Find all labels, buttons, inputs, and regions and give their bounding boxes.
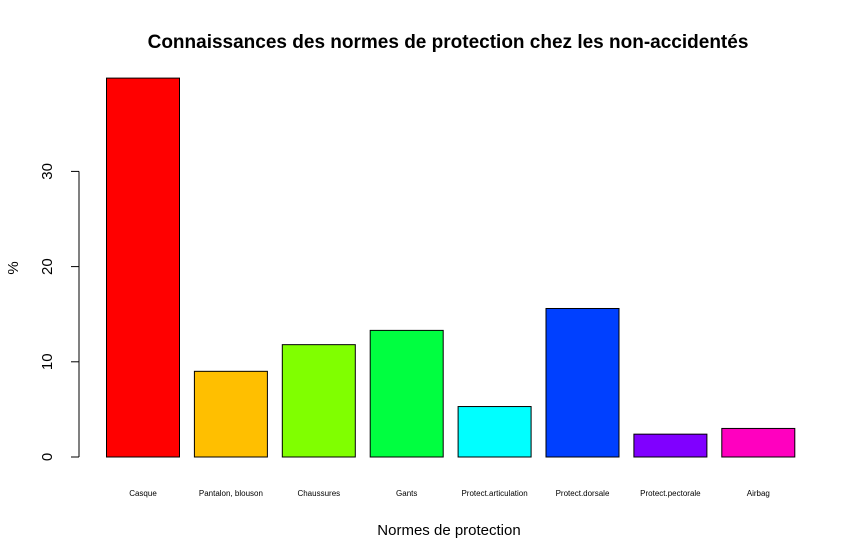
x-tick-label: Airbag <box>747 489 770 498</box>
x-tick-label: Casque <box>129 489 157 498</box>
bar <box>633 433 708 458</box>
x-tick-label: Protect.dorsale <box>556 489 610 498</box>
y-tick-label: 0 <box>39 453 56 461</box>
y-tick-label: 30 <box>39 163 56 180</box>
x-tick-label: Chaussures <box>297 489 340 498</box>
bar <box>721 427 796 458</box>
x-axis-label: Normes de protection <box>377 522 520 539</box>
bars-group <box>106 77 796 458</box>
y-tick-label: 20 <box>39 258 56 275</box>
y-axis-label: % <box>5 261 22 274</box>
x-tick-labels: Casque Pantalon, blouson Chaussures Gants Pr… <box>129 489 770 498</box>
bar <box>193 370 268 458</box>
y-tick-label: 10 <box>39 353 56 370</box>
x-tick-label: Protect.articulation <box>461 489 527 498</box>
x-tick-label: Pantalon, blouson <box>199 489 263 498</box>
x-tick-label: Protect.pectorale <box>640 489 701 498</box>
bar <box>545 307 620 458</box>
bar <box>106 77 180 458</box>
x-tick-label: Gants <box>396 489 417 498</box>
bar <box>369 329 444 458</box>
chart-title: Connaissances des normes de protection c… <box>148 32 749 53</box>
bar <box>281 344 356 458</box>
bar <box>457 406 532 458</box>
y-axis: 0 10 20 30 <box>39 163 80 461</box>
